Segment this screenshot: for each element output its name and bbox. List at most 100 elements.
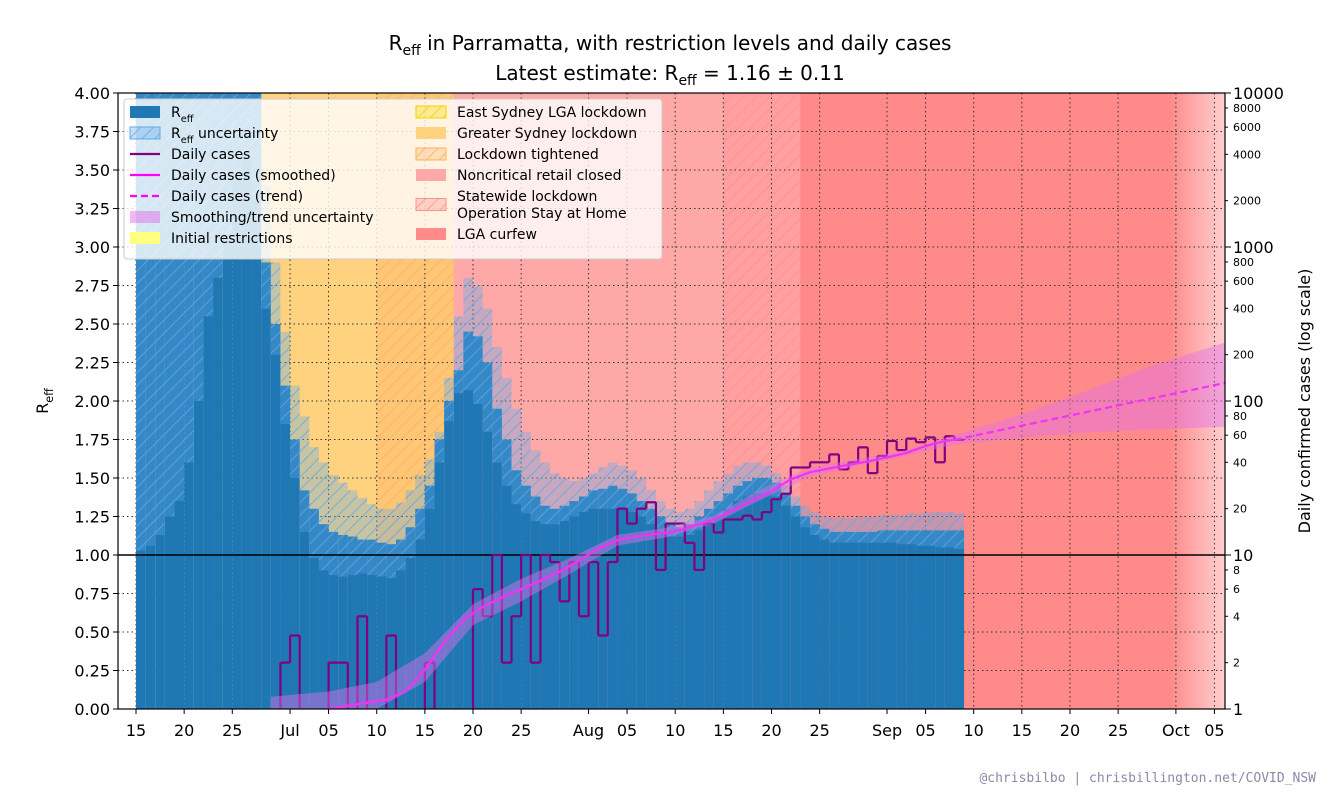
trend-line [954,381,1225,441]
reff-uncertainty [627,470,637,512]
y2-minor-tick-label: 4000 [1233,148,1261,161]
subscript: eff [678,73,697,89]
x-tick-label: 20 [761,721,781,740]
chart-subtitle: Latest estimate: Reff = 1.16 ± 0.11 [495,61,844,89]
reff-bar [781,493,791,709]
reff-uncertainty [887,514,897,543]
reff-uncertainty [829,518,839,543]
reff-bar [752,478,762,709]
legend-label: LGA curfew [457,227,537,243]
y-tick-label: 2.50 [74,315,110,334]
y-tick-label: 0.75 [74,585,110,604]
y-tick-label: 3.50 [74,161,110,180]
reff-bar [819,528,830,709]
legend-label: Noncritical retail closed [457,168,622,184]
reff-bar [309,508,319,709]
reff-bar [742,481,753,709]
reff-uncertainty [607,462,618,509]
legend-swatch [416,127,446,139]
legend-swatch [416,228,446,240]
reff-uncertainty [896,514,907,545]
reff-bar [550,508,560,709]
reff-uncertainty [386,508,396,579]
reff-bar [848,531,859,709]
x-tick-label: Oct [1162,721,1190,740]
reff-bar [299,490,310,709]
y-tick-label: 1.25 [74,508,110,527]
reff-uncertainty [800,505,811,528]
reff-bar [482,362,493,709]
reff-bar [559,505,570,709]
y-tick-label: 3.75 [74,123,110,142]
reff-bar [636,501,647,709]
reff-uncertainty [318,462,329,571]
plot-frame [117,92,1226,710]
reff-uncertainty [290,385,300,478]
reff-bar [896,530,907,709]
reff-bar [877,530,888,709]
reff-uncertainty [569,481,579,517]
reff-bar [578,496,589,709]
y2-minor-tick-label: 6 [1233,583,1240,596]
y2-tick-label: 1000 [1233,238,1274,257]
subscript: eff [43,388,56,403]
reff-bar [588,490,599,709]
reff-bar [203,93,214,709]
y2-minor-tick-label: 8 [1233,564,1240,577]
x-tick-label: Aug [573,721,604,740]
reff-uncertainty [338,482,348,577]
y2-minor-tick-label: 2 [1233,657,1240,670]
reff-bar [675,527,685,709]
reff-uncertainty [395,502,406,571]
reff-uncertainty [646,490,656,525]
x-tick-label: 15 [713,721,733,740]
reff-uncertainty [925,511,936,546]
reff-uncertainty [915,513,926,546]
reff-uncertainty [838,518,849,543]
reff-bar [328,531,339,709]
reff-uncertainty [723,473,733,509]
reff-uncertainty [781,485,791,506]
reff-uncertainty [752,462,762,494]
text-part: R [171,105,181,121]
legend-swatch [416,169,446,181]
reff-uncertainty [848,518,859,543]
x-tick-label: Sep [872,721,902,740]
reff-bar [347,536,358,709]
y-tick-label: 1.75 [74,431,110,450]
reff-bar [925,530,936,709]
reff-bar [906,530,916,709]
reff-uncertainty [954,513,965,549]
y2-axis-label: Daily confirmed cases (log scale) [1295,269,1314,534]
reff-bar [954,530,965,709]
reff-bar [338,534,348,709]
legend-label: Daily cases (smoothed) [171,168,336,184]
reff-bar [646,508,656,709]
reff-bar [627,493,637,709]
reff-uncertainty [357,498,368,574]
reff-uncertainty [434,431,445,463]
reff-bar [684,524,695,709]
reff-uncertainty [540,462,551,525]
legend-swatch [130,211,160,223]
reff-uncertainty [405,490,416,559]
reff-uncertainty [713,481,724,517]
reff-uncertainty [453,316,464,394]
legend-swatch [130,232,160,244]
reff-bar [261,262,271,709]
y2-minor-tick-label: 8000 [1233,102,1261,115]
reff-bar [704,508,714,709]
reff-uncertainty [550,473,560,525]
reff-uncertainty [655,501,666,532]
reff-bar [732,485,743,709]
text-part: R [171,126,181,142]
reff-uncertainty [810,511,820,535]
reff-uncertainty [684,508,695,535]
reff-uncertainty [501,377,512,486]
reff-uncertainty [164,93,175,517]
reff-uncertainty [155,93,165,535]
y2-minor-tick-label: 60 [1233,429,1247,442]
reff-bar [540,505,551,709]
